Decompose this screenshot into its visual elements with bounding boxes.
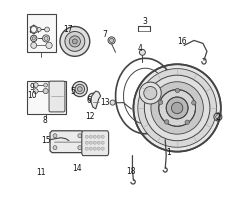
Text: 2: 2 (214, 113, 219, 122)
Circle shape (32, 37, 35, 40)
Circle shape (166, 97, 187, 119)
Circle shape (93, 141, 96, 144)
Text: 5: 5 (70, 87, 75, 96)
Circle shape (97, 135, 100, 138)
Text: 4: 4 (138, 44, 142, 53)
Text: 7: 7 (102, 30, 107, 39)
Circle shape (110, 100, 115, 105)
Circle shape (37, 28, 41, 31)
Circle shape (44, 83, 48, 87)
Circle shape (44, 36, 48, 40)
Circle shape (44, 27, 49, 32)
Circle shape (139, 49, 145, 55)
Circle shape (101, 147, 104, 150)
Circle shape (77, 87, 82, 91)
Circle shape (171, 102, 182, 114)
Circle shape (143, 86, 156, 100)
Circle shape (144, 75, 209, 141)
Circle shape (109, 38, 113, 42)
Circle shape (213, 113, 221, 121)
Circle shape (215, 115, 219, 119)
Polygon shape (90, 91, 100, 109)
Circle shape (184, 120, 189, 124)
Text: 10: 10 (27, 91, 36, 100)
Polygon shape (49, 81, 65, 112)
Circle shape (174, 88, 179, 93)
Text: 3: 3 (141, 17, 146, 26)
Text: 15: 15 (41, 136, 51, 145)
Circle shape (72, 39, 77, 44)
Circle shape (30, 35, 37, 42)
Circle shape (43, 88, 48, 94)
Circle shape (69, 36, 80, 47)
Circle shape (31, 42, 36, 48)
Circle shape (85, 135, 88, 138)
Circle shape (85, 141, 88, 144)
Circle shape (78, 146, 82, 150)
Text: 16: 16 (176, 37, 186, 46)
Text: 6: 6 (86, 96, 91, 105)
Circle shape (101, 135, 104, 138)
Text: 1: 1 (165, 148, 170, 157)
Text: 11: 11 (36, 168, 46, 177)
FancyBboxPatch shape (27, 14, 56, 52)
Polygon shape (82, 131, 108, 156)
Circle shape (101, 141, 104, 144)
Text: 8: 8 (42, 116, 47, 125)
Circle shape (139, 82, 160, 104)
Circle shape (85, 147, 88, 150)
Text: 18: 18 (125, 167, 135, 176)
Circle shape (89, 147, 92, 150)
Circle shape (53, 134, 57, 138)
Circle shape (108, 37, 115, 44)
Circle shape (65, 31, 84, 51)
Circle shape (150, 82, 203, 134)
Circle shape (42, 35, 50, 42)
Text: 13: 13 (100, 98, 109, 107)
FancyBboxPatch shape (27, 81, 66, 114)
Circle shape (46, 42, 52, 49)
Circle shape (72, 82, 87, 97)
Circle shape (53, 146, 57, 150)
Circle shape (137, 69, 216, 147)
Text: 9: 9 (29, 83, 34, 92)
Text: 14: 14 (72, 164, 81, 173)
Circle shape (191, 101, 195, 105)
Circle shape (158, 90, 195, 126)
Circle shape (33, 89, 38, 93)
Circle shape (164, 120, 168, 124)
Polygon shape (50, 131, 84, 153)
Circle shape (133, 64, 220, 152)
Circle shape (97, 141, 100, 144)
Text: 12: 12 (85, 112, 94, 121)
Circle shape (78, 134, 82, 138)
Circle shape (33, 83, 38, 87)
Circle shape (75, 84, 84, 94)
Circle shape (89, 135, 92, 138)
Circle shape (89, 141, 92, 144)
Text: 17: 17 (63, 25, 72, 34)
Circle shape (93, 135, 96, 138)
Circle shape (158, 100, 162, 104)
Circle shape (60, 27, 90, 56)
Circle shape (93, 147, 96, 150)
Circle shape (97, 147, 100, 150)
